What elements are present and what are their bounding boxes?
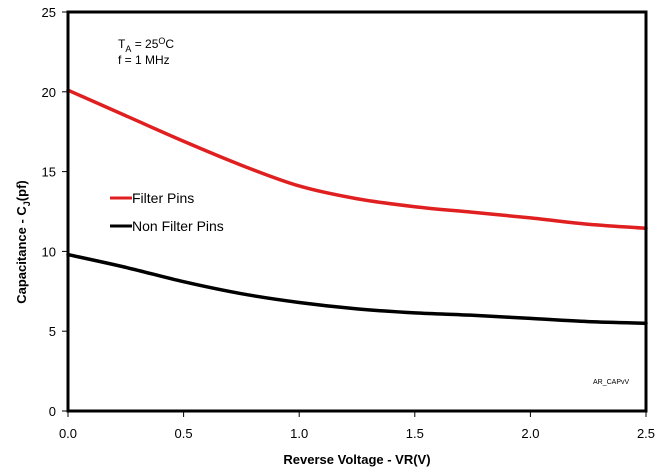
y-tick-label: 5 — [49, 324, 56, 339]
legend-label-filter-pins: Filter Pins — [132, 190, 194, 206]
y-tick-label: 10 — [42, 244, 56, 259]
y-axis-title-unit: (pf) — [14, 180, 29, 201]
plot-frame — [66, 10, 648, 413]
temperature-value: = 25 — [131, 37, 158, 51]
y-axis-title: Capacitance - CJ(pf) — [14, 180, 32, 304]
x-tick-label: 2.0 — [521, 426, 539, 441]
legend-label-non-filter-pins: Non Filter Pins — [132, 218, 224, 234]
degree-superscript: O — [158, 36, 165, 46]
temperature-subscript: A — [125, 44, 131, 54]
y-axis-title-main: Capacitance - C — [14, 206, 29, 304]
series-layer — [66, 88, 648, 325]
x-tick-label: 1.0 — [290, 426, 308, 441]
x-tick-label: 0.5 — [175, 426, 193, 441]
figure-code-label: AR_CAPvV — [593, 379, 630, 386]
legend: Filter Pins Non Filter Pins — [110, 190, 224, 234]
frequency-annotation: f = 1 MHz — [118, 53, 170, 67]
y-tick-label: 20 — [42, 85, 56, 100]
y-tick-label: 0 — [49, 404, 56, 419]
x-axis-title: Reverse Voltage - VR(V) — [283, 452, 430, 467]
y-tick-label: 15 — [42, 165, 56, 180]
temperature-unit: C — [165, 37, 174, 51]
x-axis-ticks: 0.0 0.5 1.0 1.5 2.0 2.5 — [59, 411, 655, 441]
series-line-non-filter-pins — [66, 252, 648, 325]
series-line-filter-pins — [66, 88, 648, 231]
temperature-symbol: T — [118, 37, 126, 51]
y-axis-title-subscript: J — [22, 201, 32, 206]
temperature-annotation: TA = 25OC — [118, 36, 174, 54]
y-tick-label: 25 — [42, 5, 56, 20]
y-axis-ticks: 0 5 10 15 20 25 — [42, 5, 68, 419]
x-tick-label: 2.5 — [637, 426, 655, 441]
x-tick-label: 1.5 — [406, 426, 424, 441]
x-tick-label: 0.0 — [59, 426, 77, 441]
